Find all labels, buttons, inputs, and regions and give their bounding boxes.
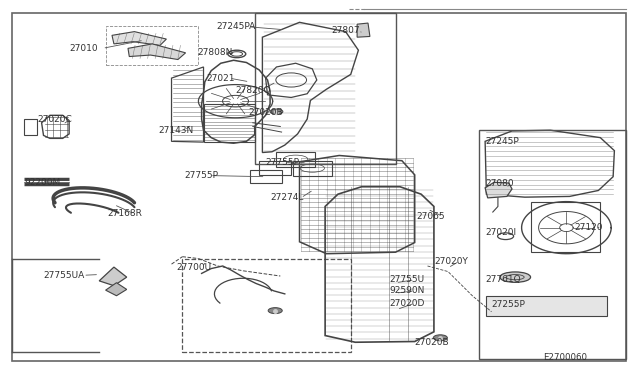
Text: 27755P: 27755P bbox=[266, 158, 300, 167]
Text: 27255P: 27255P bbox=[492, 300, 525, 309]
Text: 27120: 27120 bbox=[575, 223, 604, 232]
Text: 27020Y: 27020Y bbox=[434, 257, 468, 266]
Text: 27020B: 27020B bbox=[248, 108, 283, 117]
Polygon shape bbox=[485, 182, 512, 198]
Ellipse shape bbox=[268, 308, 282, 314]
Text: 27020C: 27020C bbox=[37, 115, 72, 124]
Text: 27080: 27080 bbox=[485, 179, 514, 187]
Bar bbox=[486, 296, 607, 316]
Text: 27020D: 27020D bbox=[389, 299, 424, 308]
Text: 27021: 27021 bbox=[206, 74, 235, 83]
Text: 27820Q: 27820Q bbox=[236, 86, 271, 94]
Polygon shape bbox=[106, 283, 127, 296]
Text: 27761Q: 27761Q bbox=[485, 275, 521, 284]
Text: 27755U: 27755U bbox=[389, 275, 424, 284]
Polygon shape bbox=[128, 44, 186, 60]
Ellipse shape bbox=[270, 109, 283, 114]
Text: 27700U: 27700U bbox=[176, 263, 211, 272]
Polygon shape bbox=[99, 267, 127, 286]
Text: 27143N: 27143N bbox=[159, 126, 194, 135]
Ellipse shape bbox=[500, 272, 531, 282]
Text: 27168R: 27168R bbox=[108, 209, 142, 218]
Ellipse shape bbox=[433, 335, 447, 341]
Text: 27010: 27010 bbox=[69, 44, 98, 53]
Polygon shape bbox=[112, 32, 166, 45]
Text: 27020I: 27020I bbox=[485, 228, 516, 237]
Text: E2700060: E2700060 bbox=[543, 353, 587, 362]
Text: 27020B: 27020B bbox=[415, 338, 449, 347]
Text: 27755P: 27755P bbox=[184, 171, 218, 180]
Text: 92200M: 92200M bbox=[24, 178, 61, 187]
Text: 92590N: 92590N bbox=[389, 286, 424, 295]
Polygon shape bbox=[357, 23, 370, 37]
Text: 27274L: 27274L bbox=[270, 193, 303, 202]
Text: 27808N: 27808N bbox=[197, 48, 232, 57]
Text: 27245PA: 27245PA bbox=[216, 22, 255, 31]
Text: 27807: 27807 bbox=[332, 26, 360, 35]
Text: 27245P: 27245P bbox=[485, 137, 519, 146]
Text: 27755UA: 27755UA bbox=[44, 271, 84, 280]
Text: 27065: 27065 bbox=[416, 212, 445, 221]
